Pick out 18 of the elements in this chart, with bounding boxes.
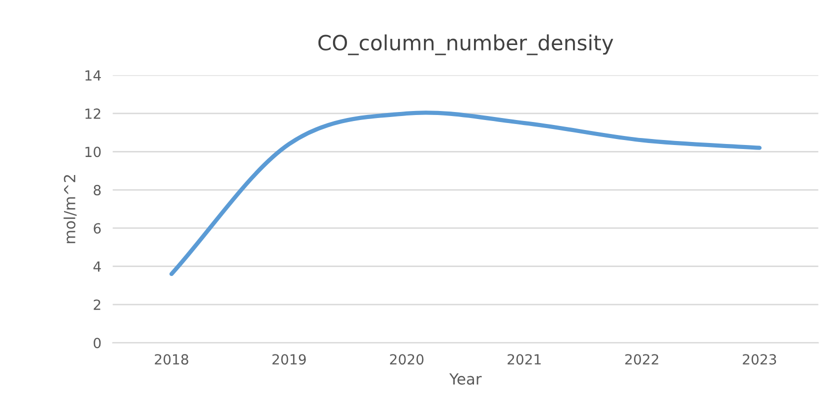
line-series <box>169 110 762 276</box>
x-axis-title: Year <box>449 373 482 385</box>
x-tick-label: 2021 <box>508 354 541 365</box>
y-tick-label: 8 <box>94 184 101 196</box>
y-tick-label: 14 <box>85 70 101 81</box>
y-tick-label: 4 <box>93 261 101 272</box>
y-tick-label: 2 <box>94 300 100 310</box>
y-tick-label: 10 <box>85 146 101 158</box>
y-tick-label: 12 <box>85 108 100 119</box>
x-tick-label: 2018 <box>154 354 188 365</box>
y-tick-label: 0 <box>94 338 101 348</box>
y-axis-title: mol/m^2 <box>64 175 77 244</box>
x-tick-label: 2022 <box>625 354 658 365</box>
chart-title: CO_column_number_density <box>318 34 614 56</box>
y-tick-label: 6 <box>94 223 101 234</box>
x-tick-label: 2020 <box>390 354 424 365</box>
x-tick-label: 2019 <box>272 354 306 365</box>
x-tick-label: 2023 <box>742 354 776 365</box>
